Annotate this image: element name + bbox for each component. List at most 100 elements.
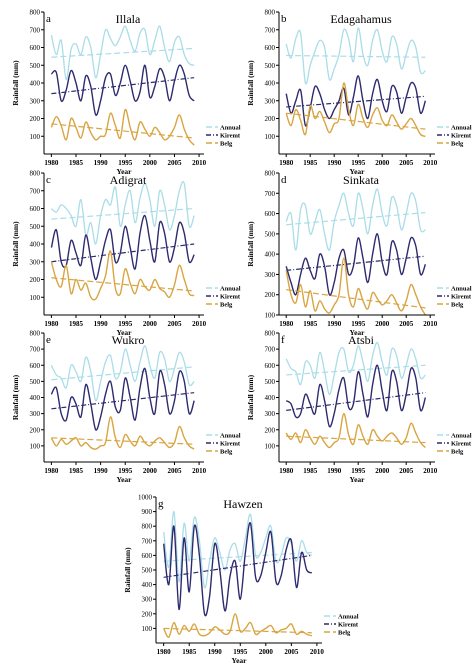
station-title: Sinkata (343, 173, 380, 187)
y-tick-label: 300 (265, 271, 276, 279)
trend-line-annual (51, 366, 195, 381)
x-tick-label: 1990 (327, 320, 342, 328)
legend-label-belg: Belg (220, 449, 233, 456)
y-tick-label: 500 (265, 62, 276, 70)
legend-label-kiremt: Kiremt (451, 133, 472, 140)
series-line-annual (285, 27, 426, 85)
station-title: Atsbi (348, 333, 375, 347)
x-tick-label: 2010 (192, 467, 207, 475)
y-tick-label: 500 (30, 62, 41, 70)
y-tick-label: 500 (265, 378, 276, 386)
panel-letter: c (46, 174, 51, 186)
y-tick-label: 400 (142, 581, 153, 589)
trend-line-annual (51, 47, 195, 58)
panel-letter: d (281, 174, 287, 186)
y-axis-label: Rainfall (mm) (246, 221, 255, 267)
x-tick-label: 1995 (118, 467, 133, 475)
trend-line-kiremt (286, 392, 426, 411)
series-line-kiremt (50, 214, 195, 281)
x-tick-label: 1985 (303, 467, 318, 475)
series-line-belg (50, 416, 195, 450)
x-tick-label: 1990 (327, 467, 342, 475)
x-tick-label: 2000 (143, 320, 158, 328)
panel-letter: f (281, 334, 285, 346)
x-tick-label: 1995 (233, 648, 248, 656)
y-tick-label: 700 (265, 26, 276, 34)
x-tick-label: 2005 (167, 159, 182, 167)
x-tick-label: 2005 (167, 467, 182, 475)
series-line-annual (285, 342, 426, 395)
y-tick-label: 800 (265, 330, 276, 338)
legend-label-annual: Annual (220, 286, 241, 293)
legend-label-kiremt: Kiremt (220, 294, 241, 301)
y-tick-label: 300 (30, 97, 41, 105)
station-title: Edagahamus (330, 12, 392, 26)
x-tick-label: 2010 (192, 320, 207, 328)
y-tick-label: 700 (265, 346, 276, 354)
x-tick-label: 1985 (69, 159, 84, 167)
series-line-kiremt (285, 233, 427, 296)
y-tick-label: 400 (30, 241, 41, 249)
trend-line-annual (286, 211, 426, 226)
series-line-belg (285, 257, 427, 316)
y-tick-label: 100 (265, 133, 276, 141)
x-tick-label: 1980 (279, 467, 294, 475)
x-tick-label: 2005 (167, 320, 182, 328)
y-tick-label: 100 (30, 294, 41, 302)
x-tick-label: 1985 (303, 159, 318, 167)
legend-label-annual: Annual (220, 125, 241, 132)
trend-line-belg (286, 289, 426, 309)
x-tick-label: 2000 (375, 467, 390, 475)
x-axis-label: Year (350, 167, 366, 176)
y-tick-label: 400 (265, 80, 276, 88)
x-tick-label: 2000 (375, 320, 390, 328)
y-tick-label: 800 (30, 330, 41, 338)
legend-label-kiremt: Kiremt (338, 622, 359, 629)
chart-panel-e: 100 200 300 400 500 600 700 800 1980 1985 1990 1995… (11, 330, 241, 485)
y-tick-label: 600 (142, 552, 153, 560)
y-tick-label: 700 (30, 346, 41, 354)
y-tick-label: 200 (30, 426, 41, 434)
y-axis-label: Rainfall (mm) (11, 60, 20, 106)
trend-line-annual (51, 207, 195, 220)
chart-panel-f: 100 200 300 400 500 600 700 800 1980 1985 1990 1995… (246, 330, 472, 485)
y-tick-label: 600 (30, 205, 41, 213)
series-line-belg (163, 613, 312, 638)
trend-line-belg (51, 123, 195, 139)
y-tick-label: 200 (265, 291, 276, 299)
x-tick-label: 1980 (44, 159, 59, 167)
station-title: Wukro (112, 333, 145, 347)
y-tick-label: 200 (265, 115, 276, 123)
y-tick-label: 600 (265, 44, 276, 52)
y-tick-label: 700 (30, 26, 41, 34)
x-tick-label: 2000 (143, 467, 158, 475)
series-line-kiremt (50, 367, 195, 431)
x-axis-label: Year (117, 475, 133, 484)
y-tick-label: 800 (142, 523, 153, 531)
legend-label-belg: Belg (451, 141, 464, 148)
x-axis-label: Year (117, 328, 133, 337)
y-tick-label: 800 (30, 9, 41, 17)
legend-label-annual: Annual (451, 286, 472, 293)
x-tick-label: 2010 (423, 159, 438, 167)
trend-line-belg (163, 627, 312, 634)
y-tick-label: 400 (265, 394, 276, 402)
y-axis-label: Rainfall (mm) (246, 60, 255, 106)
trend-line-belg (51, 437, 195, 445)
panel-letter: g (158, 498, 164, 510)
x-tick-label: 1995 (118, 320, 133, 328)
y-tick-label: 100 (30, 133, 41, 141)
x-tick-label: 1985 (182, 648, 197, 656)
x-tick-label: 1990 (94, 467, 109, 475)
x-tick-label: 1990 (327, 159, 342, 167)
series-line-annual (50, 180, 195, 245)
legend-label-annual: Annual (338, 614, 359, 621)
y-tick-label: 1000 (138, 494, 153, 502)
x-tick-label: 2005 (284, 648, 299, 656)
y-tick-label: 700 (30, 187, 41, 195)
y-tick-label: 200 (142, 610, 153, 618)
series-line-annual (50, 25, 195, 81)
x-tick-label: 1995 (351, 467, 366, 475)
y-tick-label: 600 (30, 362, 41, 370)
y-tick-label: 600 (265, 210, 276, 218)
